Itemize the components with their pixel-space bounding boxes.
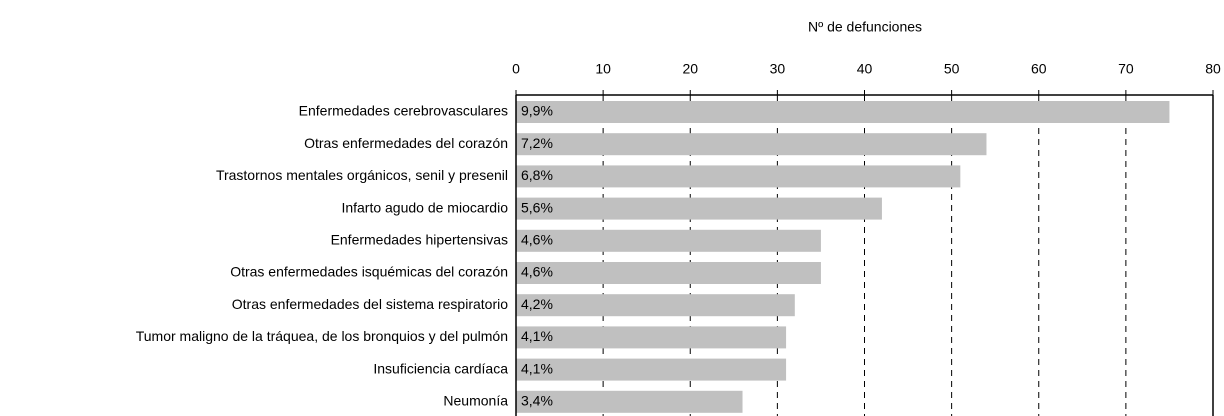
bar-label: 4,2%	[521, 296, 553, 312]
x-tick-label: 20	[682, 61, 698, 77]
y-tick-label: Neumonía	[443, 393, 508, 409]
y-tick-label: Tumor maligno de la tráquea, de los bron…	[136, 328, 508, 344]
bar	[516, 165, 961, 188]
x-tick-label: 50	[944, 61, 960, 77]
bar	[516, 294, 795, 317]
x-tick-label: 70	[1118, 61, 1134, 77]
bar	[516, 229, 821, 252]
bar-label: 4,6%	[521, 232, 553, 248]
bar-label: 4,6%	[521, 264, 553, 280]
bar	[516, 358, 787, 381]
x-tick-label: 10	[595, 61, 611, 77]
x-tick-label: 0	[512, 61, 520, 77]
bar-label: 9,9%	[521, 103, 553, 119]
y-tick-label: Trastornos mentales orgánicos, senil y p…	[216, 167, 508, 183]
bar	[516, 262, 821, 284]
bar	[516, 326, 787, 349]
bar-label: 6,8%	[521, 167, 553, 183]
x-tick-label: 30	[770, 61, 786, 77]
x-tick-label: 60	[1031, 61, 1047, 77]
bar-label: 7,2%	[521, 135, 553, 151]
bar	[516, 101, 1170, 123]
x-tick-label: 80	[1205, 61, 1221, 77]
bar	[516, 197, 882, 220]
y-tick-label: Otras enfermedades del corazón	[304, 135, 508, 151]
y-tick-label: Enfermedades cerebrovasculares	[299, 103, 508, 119]
x-tick-label: 40	[857, 61, 873, 77]
bar-label: 5,6%	[521, 199, 553, 215]
bar	[516, 133, 987, 156]
y-tick-label: Otras enfermedades isquémicas del corazó…	[230, 264, 508, 280]
y-tick-label: Otras enfermedades del sistema respirato…	[232, 296, 508, 312]
bar-label: 3,4%	[521, 393, 553, 409]
y-tick-label: Infarto agudo de miocardio	[341, 199, 508, 215]
bar	[516, 390, 743, 413]
y-tick-label: Insuficiencia cardíaca	[373, 360, 508, 376]
bar-label: 4,1%	[521, 360, 553, 376]
axis-title: Nº de defunciones	[808, 19, 922, 35]
bar-label: 4,1%	[521, 328, 553, 344]
y-tick-label: Enfermedades hipertensivas	[331, 232, 508, 248]
